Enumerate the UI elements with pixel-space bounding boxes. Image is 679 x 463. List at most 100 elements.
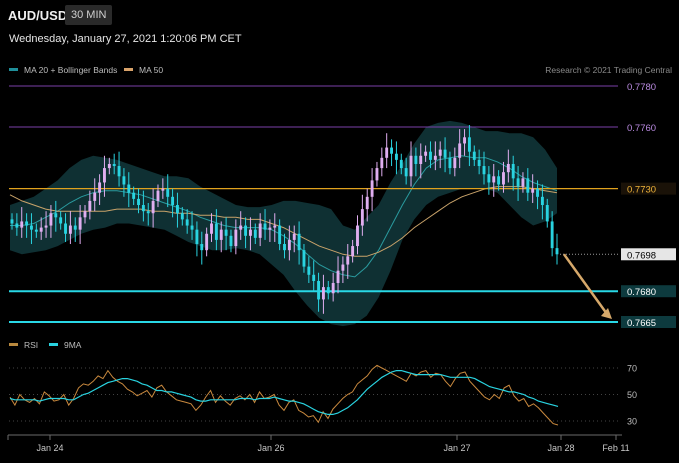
candle-body	[443, 149, 447, 158]
candle-body	[185, 219, 189, 226]
candle-body	[283, 244, 286, 251]
timeframe-button[interactable]: 30 MIN	[65, 5, 113, 25]
candle-body	[98, 182, 102, 193]
candle-body	[540, 196, 544, 206]
candle-body	[39, 227, 43, 232]
candle-body	[414, 155, 418, 164]
candle-body	[30, 225, 33, 230]
x-tick-label: Jan 27	[443, 443, 470, 453]
candle-body	[10, 219, 14, 224]
candle-body	[438, 149, 442, 156]
level-label: 0.7680	[627, 287, 656, 298]
rsi-tick-label: 50	[627, 390, 637, 400]
candle-body	[453, 157, 457, 169]
level-tag	[621, 285, 676, 298]
level-label: 0.7780	[627, 82, 656, 93]
candle-body	[360, 209, 364, 226]
candle-body	[161, 188, 165, 191]
candle-body	[516, 178, 520, 187]
candle-body	[73, 225, 77, 230]
candle-body	[137, 198, 140, 206]
candle-body	[506, 163, 510, 173]
candle-body	[239, 225, 243, 230]
candle-body	[497, 176, 501, 185]
candle-body	[458, 143, 462, 158]
candle-body	[424, 151, 428, 156]
price-legend-ma20: MA 20 + Bollinger Bands	[9, 65, 117, 75]
rsi-tick-label: 70	[627, 364, 637, 374]
ma20-legend-label: MA 20 + Bollinger Bands	[24, 65, 118, 75]
current-price-tag	[621, 248, 676, 261]
candle-body	[93, 192, 97, 201]
chart-header: AUD/USD 30 MIN	[0, 0, 679, 30]
candle-body	[409, 155, 413, 177]
rsi-line	[9, 364, 559, 426]
candle-body	[346, 256, 350, 265]
forecast-arrow-shaft	[562, 253, 609, 315]
forecast-arrow-head	[601, 308, 612, 319]
price-legend-ma50: MA 50	[124, 65, 163, 75]
rsi-tick-label: 30	[627, 417, 637, 427]
candle-body	[448, 157, 452, 169]
candle-body	[200, 244, 204, 251]
candle-body	[112, 163, 116, 167]
candle-body	[127, 184, 131, 193]
candle-body	[151, 200, 155, 214]
ma50-legend-label: MA 50	[139, 65, 164, 75]
candle-body	[370, 180, 374, 197]
candle-body	[64, 223, 67, 234]
candle-body	[219, 229, 223, 240]
candle-body	[287, 239, 291, 251]
candle-body	[307, 266, 311, 275]
candle-body	[258, 223, 262, 238]
rsi-ma-legend: 9MA	[49, 340, 81, 350]
candle-body	[34, 229, 38, 232]
candle-body	[59, 217, 63, 224]
candle-body	[146, 211, 150, 214]
symbol-label[interactable]: AUD/USD	[8, 8, 68, 23]
level-tag	[621, 316, 676, 328]
candle-body	[531, 188, 535, 193]
rsi-legend-label: RSI	[24, 340, 39, 350]
candle-body	[526, 178, 530, 193]
candle-body	[224, 229, 228, 236]
ma20-swatch	[9, 68, 18, 72]
rsi-ma-line	[9, 370, 559, 415]
candle-body	[399, 159, 403, 169]
candle-body	[536, 188, 539, 197]
candle-body	[365, 196, 369, 210]
ma50-swatch	[124, 68, 133, 72]
candle-body	[214, 223, 218, 240]
candle-body	[555, 248, 559, 255]
candle-body	[171, 196, 175, 206]
candle-body	[229, 235, 233, 247]
candle-body	[83, 211, 87, 218]
candle-body	[292, 233, 296, 240]
x-tick-label: Jan 26	[257, 443, 284, 453]
candle-body	[477, 159, 481, 167]
candle-body	[331, 283, 335, 294]
candle-body	[68, 225, 72, 234]
level-tag	[621, 121, 676, 134]
candle-body	[166, 188, 170, 197]
research-credit: Research © 2021 Trading Central	[545, 65, 672, 75]
candle-body	[253, 229, 257, 238]
level-label: 0.7730	[627, 185, 656, 196]
candle-body	[467, 137, 471, 152]
candle-body	[341, 264, 345, 271]
candle-body	[351, 246, 355, 257]
candle-body	[234, 229, 238, 247]
candle-body	[122, 176, 126, 185]
level-tag	[621, 182, 676, 195]
candle-body	[433, 155, 437, 160]
rsi-ma-swatch	[49, 343, 58, 347]
candle-body	[205, 233, 209, 251]
level-label: 0.7760	[627, 123, 656, 134]
candle-body	[244, 225, 248, 236]
timestamp: Wednesday, January 27, 2021 1:20:06 PM C…	[9, 33, 242, 45]
candle-body	[20, 221, 24, 228]
x-tick-label: Jan 24	[36, 443, 63, 453]
candle-body	[141, 205, 145, 212]
candle-body	[550, 221, 554, 249]
